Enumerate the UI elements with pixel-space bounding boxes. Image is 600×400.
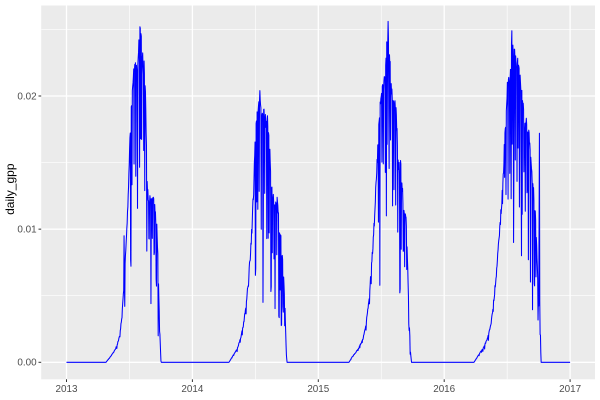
svg-text:2016: 2016 [433,384,455,395]
svg-text:2017: 2017 [559,384,581,395]
svg-text:0.02: 0.02 [17,91,36,102]
svg-text:2014: 2014 [181,384,203,395]
svg-text:0.00: 0.00 [17,358,37,369]
svg-text:2013: 2013 [56,384,78,395]
svg-text:daily_gpp: daily_gpp [3,163,17,215]
svg-text:0.01: 0.01 [17,225,37,236]
svg-text:2015: 2015 [307,384,329,395]
